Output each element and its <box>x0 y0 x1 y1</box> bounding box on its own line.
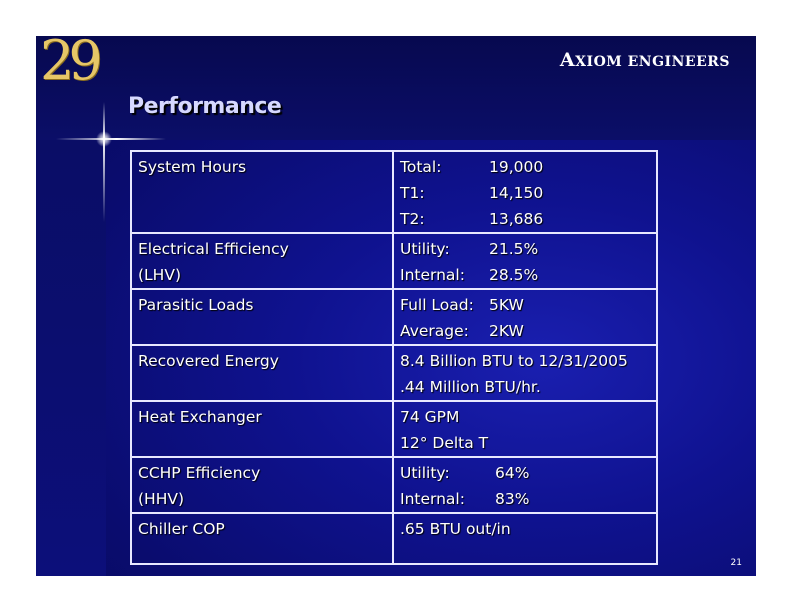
table-row: Heat Exchanger 74 GPM 12° Delta T <box>130 400 658 458</box>
value-key: Utility: <box>400 464 450 482</box>
label-line: Parasitic Loads <box>138 296 254 314</box>
table-row: Chiller COP .65 BTU out/in <box>130 512 658 565</box>
value-line: Full Load: 5KW <box>400 292 650 318</box>
table-cell-value: 74 GPM 12° Delta T <box>392 400 658 458</box>
value-val: 21.5% <box>489 240 539 258</box>
table-cell-value: Full Load: 5KW Average: 2KW <box>392 288 658 346</box>
company-initial: A <box>559 49 576 71</box>
slide: 29 AXIOM ENGINEERS Performance System Ho… <box>36 36 756 576</box>
value-val: 19,000 <box>489 158 544 176</box>
value-key: Full Load: <box>400 296 474 314</box>
page-number: 21 <box>730 558 742 568</box>
label-line: (HHV) <box>138 490 185 508</box>
table-cell-label: System Hours <box>130 150 394 234</box>
table-row: Electrical Efficiency (LHV) Utility: 21.5… <box>130 232 658 290</box>
table-row: Parasitic Loads Full Load: 5KW Average: 2K… <box>130 288 658 346</box>
value-key: Internal: <box>400 490 465 508</box>
value-line: Internal: 28.5% <box>400 262 650 288</box>
value-key: T2: <box>400 210 425 228</box>
value-val: 14,150 <box>489 184 544 202</box>
table-cell-value: 8.4 Billion BTU to 12/31/2005 .44 Millio… <box>392 344 658 402</box>
performance-table: System Hours Total: 19,000 T1: 14,150 T2: 1… <box>130 150 658 565</box>
value-line: Total: 19,000 <box>400 154 650 180</box>
value-key: Internal: <box>400 266 465 284</box>
value-val: 13,686 <box>489 210 544 228</box>
value-line: Average: 2KW <box>400 318 650 344</box>
value-val: 83% <box>495 490 530 508</box>
table-cell-label: Chiller COP <box>130 512 394 565</box>
label-line: Heat Exchanger <box>138 408 262 426</box>
value-line: .65 BTU out/in <box>400 520 511 538</box>
table-row: Recovered Energy 8.4 Billion BTU to 12/3… <box>130 344 658 402</box>
table-row: CCHP Efficiency (HHV) Utility: 64% Intern… <box>130 456 658 514</box>
value-line: 12° Delta T <box>400 434 489 452</box>
table-row: System Hours Total: 19,000 T1: 14,150 T2: 1… <box>130 150 658 234</box>
value-line: 8.4 Billion BTU to 12/31/2005 <box>400 352 628 370</box>
value-line: Utility: 21.5% <box>400 236 650 262</box>
table-cell-label: Parasitic Loads <box>130 288 394 346</box>
label-line: Recovered Energy <box>138 352 279 370</box>
page-title: Performance <box>128 94 282 119</box>
value-line: .44 Million BTU/hr. <box>400 378 541 396</box>
value-val: 2KW <box>489 322 524 340</box>
table-cell-value: Total: 19,000 T1: 14,150 T2: 13,686 <box>392 150 658 234</box>
table-cell-value: Utility: 64% Internal: 83% <box>392 456 658 514</box>
table-cell-value: .65 BTU out/in <box>392 512 658 565</box>
value-line: Utility: 64% <box>400 460 650 486</box>
value-key: Total: <box>400 158 442 176</box>
logo: 29 <box>40 36 103 92</box>
value-line: T2: 13,686 <box>400 206 650 232</box>
label-line: (LHV) <box>138 266 181 284</box>
value-line: 74 GPM <box>400 408 460 426</box>
label-line: System Hours <box>138 158 247 176</box>
value-val: 28.5% <box>489 266 539 284</box>
value-line: Internal: 83% <box>400 486 650 512</box>
company-name: AXIOM ENGINEERS <box>560 49 730 71</box>
value-key: T1: <box>400 184 425 202</box>
label-line: Chiller COP <box>138 520 225 538</box>
table-cell-label: Electrical Efficiency (LHV) <box>130 232 394 290</box>
header-band <box>36 36 756 140</box>
table-cell-label: CCHP Efficiency (HHV) <box>130 456 394 514</box>
value-key: Average: <box>400 322 469 340</box>
company-rest: XIOM ENGINEERS <box>575 54 730 70</box>
value-line: T1: 14,150 <box>400 180 650 206</box>
value-val: 5KW <box>489 296 524 314</box>
value-val: 64% <box>495 464 530 482</box>
sparkle-decoration-vertical <box>103 102 105 222</box>
table-cell-label: Heat Exchanger <box>130 400 394 458</box>
value-key: Utility: <box>400 240 450 258</box>
label-line: CCHP Efficiency <box>138 464 261 482</box>
left-band <box>36 140 106 576</box>
table-cell-label: Recovered Energy <box>130 344 394 402</box>
sparkle-icon <box>96 131 112 147</box>
table-cell-value: Utility: 21.5% Internal: 28.5% <box>392 232 658 290</box>
label-line: Electrical Efficiency <box>138 240 289 258</box>
